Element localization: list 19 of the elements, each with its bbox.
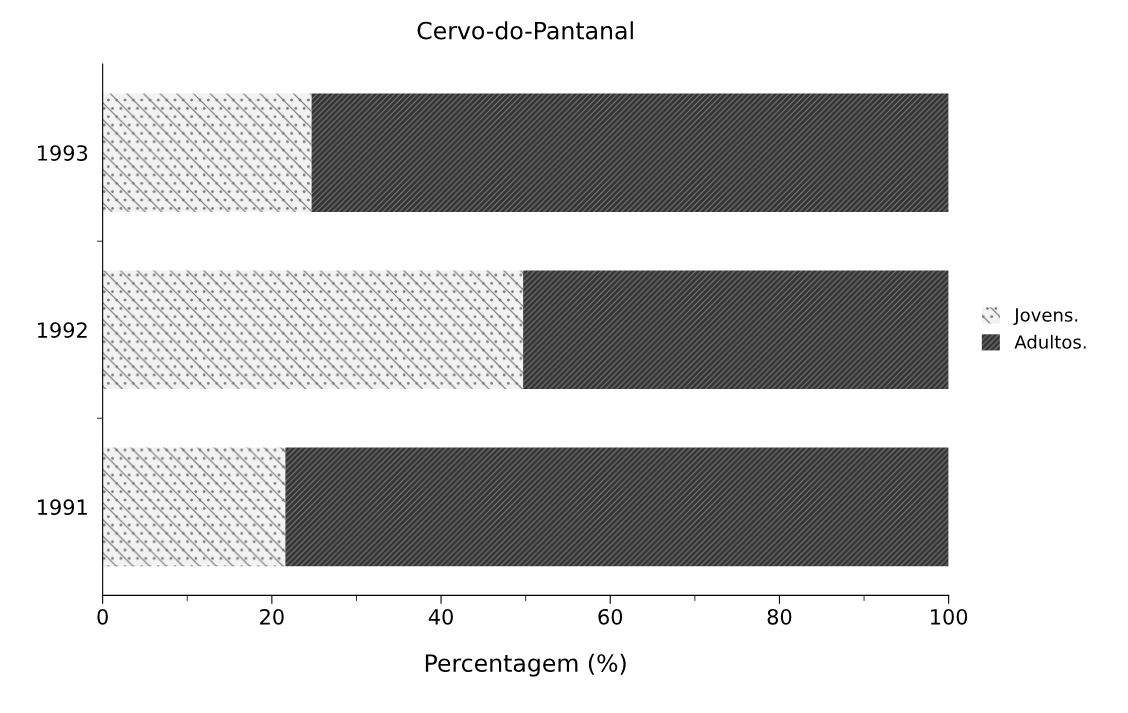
x-tick-label: 0 bbox=[97, 608, 108, 625]
bar bbox=[102, 447, 286, 567]
bar bbox=[311, 93, 949, 213]
legend-label: Jovens. bbox=[1013, 308, 1078, 326]
y-tick-label: 1992 bbox=[38, 322, 87, 338]
bar bbox=[102, 270, 524, 390]
bar bbox=[102, 93, 312, 213]
x-tick-label: 80 bbox=[767, 608, 792, 625]
x-tick-label: 60 bbox=[598, 608, 623, 625]
y-tick-label: 1993 bbox=[38, 145, 88, 161]
x-tick-label: 40 bbox=[428, 608, 453, 625]
x-tick-label: 20 bbox=[260, 608, 284, 625]
y-tick-label: 1991 bbox=[38, 499, 87, 516]
legend-label: Adultos. bbox=[1014, 334, 1086, 349]
x-axis-title: Percentagem (%) bbox=[425, 653, 626, 677]
bar bbox=[285, 447, 949, 567]
chart-title: Cervo-do-Pantanal bbox=[417, 21, 633, 40]
bar bbox=[523, 270, 949, 390]
x-tick-label: 100 bbox=[931, 608, 968, 625]
